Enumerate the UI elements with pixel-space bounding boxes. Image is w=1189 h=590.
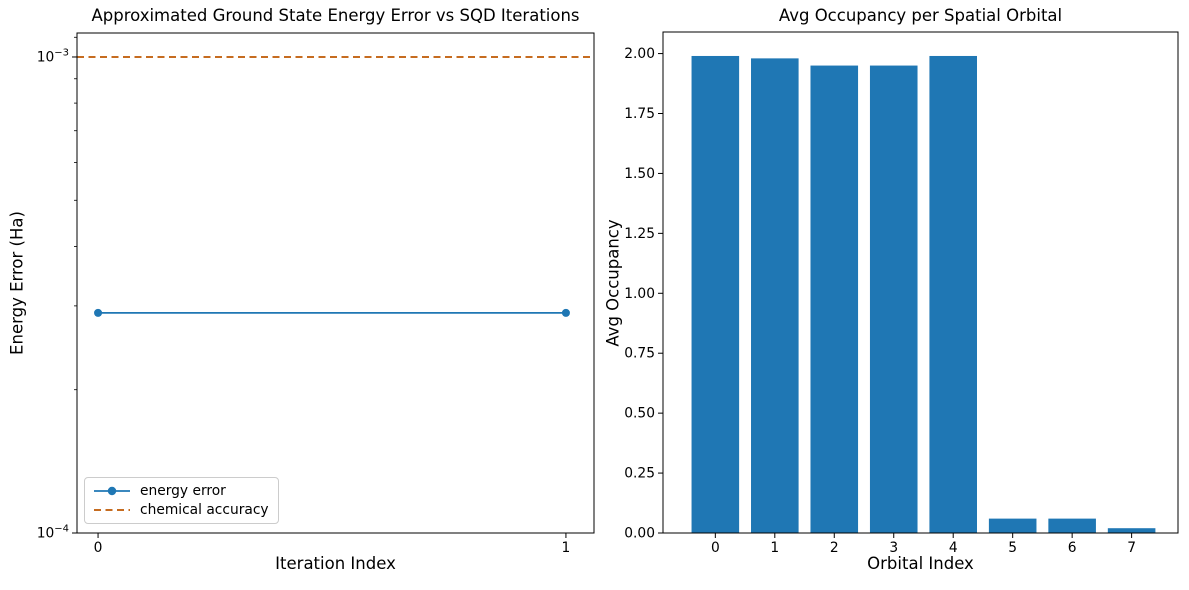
energy-error-line-sample-icon [94, 486, 130, 496]
legend: energy error chemical accuracy [84, 477, 279, 524]
y-tick-label: 2.00 [624, 46, 655, 62]
y-tick-label: 1.50 [624, 166, 655, 182]
bar-orbital-0 [691, 55, 740, 534]
energy-error-chart: 10−3 10−4 0 1 [37, 32, 595, 556]
x-tick-label: 5 [1008, 540, 1017, 556]
x-tick-label: 4 [949, 540, 958, 556]
x-tick-label: 2 [830, 540, 839, 556]
bar-orbital-1 [751, 58, 799, 534]
bar-orbital-4 [929, 55, 977, 534]
y-tick-label: 0.75 [624, 346, 655, 362]
bar-orbital-5 [988, 518, 1037, 533]
bar-orbital-3 [869, 65, 918, 533]
x-tick-label: 1 [770, 540, 779, 556]
occupancy-y-axis-label: Avg Occupancy [603, 219, 623, 347]
occupancy-chart: 0.00 0.25 0.50 0.75 1.00 1.25 1.50 1.75 2.00 0 1 2 3… [624, 31, 1179, 556]
y-tick-label: 1.00 [624, 286, 655, 302]
occupancy-chart-title: Avg Occupancy per Spatial Orbital [778, 6, 1063, 25]
y-tick-label: 1.25 [624, 226, 655, 242]
energy-error-chart-title: Approximated Ground State Energy Error v… [91, 6, 580, 25]
energy-error-axes-frame [76, 32, 595, 534]
energy-error-marker [561, 308, 570, 317]
occupancy-axes-frame [662, 31, 1179, 534]
bar-orbital-7 [1107, 528, 1156, 533]
y-tick-label: 0.25 [624, 466, 655, 482]
y-tick-label: 0.50 [624, 406, 655, 422]
legend-marker [107, 486, 117, 496]
legend-item-chemical-accuracy: chemical accuracy [93, 502, 269, 518]
x-tick-label: 7 [1127, 540, 1136, 556]
legend-label-energy-error: energy error [140, 483, 226, 499]
legend-item-energy-error: energy error [93, 483, 269, 499]
x-tick-label: 1 [562, 540, 571, 556]
x-tick-label: 6 [1068, 540, 1077, 556]
x-tick-label: 0 [94, 540, 103, 556]
bar-orbital-6 [1048, 518, 1096, 533]
energy-error-x-axis-label: Iteration Index [275, 554, 396, 573]
x-tick-label: 3 [889, 540, 898, 556]
bar-orbital-2 [810, 65, 859, 533]
y-tick-label: 0.00 [624, 526, 655, 542]
y-tick-label: 1.75 [624, 106, 655, 122]
energy-error-y-axis-label: Energy Error (Ha) [7, 211, 27, 355]
occupancy-x-axis-label: Orbital Index [867, 554, 974, 573]
x-tick-label: 0 [711, 540, 720, 556]
y-tick-label: 10−4 [37, 524, 69, 542]
chemical-accuracy-dashed-sample-icon [94, 509, 130, 511]
legend-label-chemical-accuracy: chemical accuracy [140, 502, 269, 518]
y-tick-label: 10−3 [37, 47, 69, 65]
energy-error-marker [94, 308, 103, 317]
